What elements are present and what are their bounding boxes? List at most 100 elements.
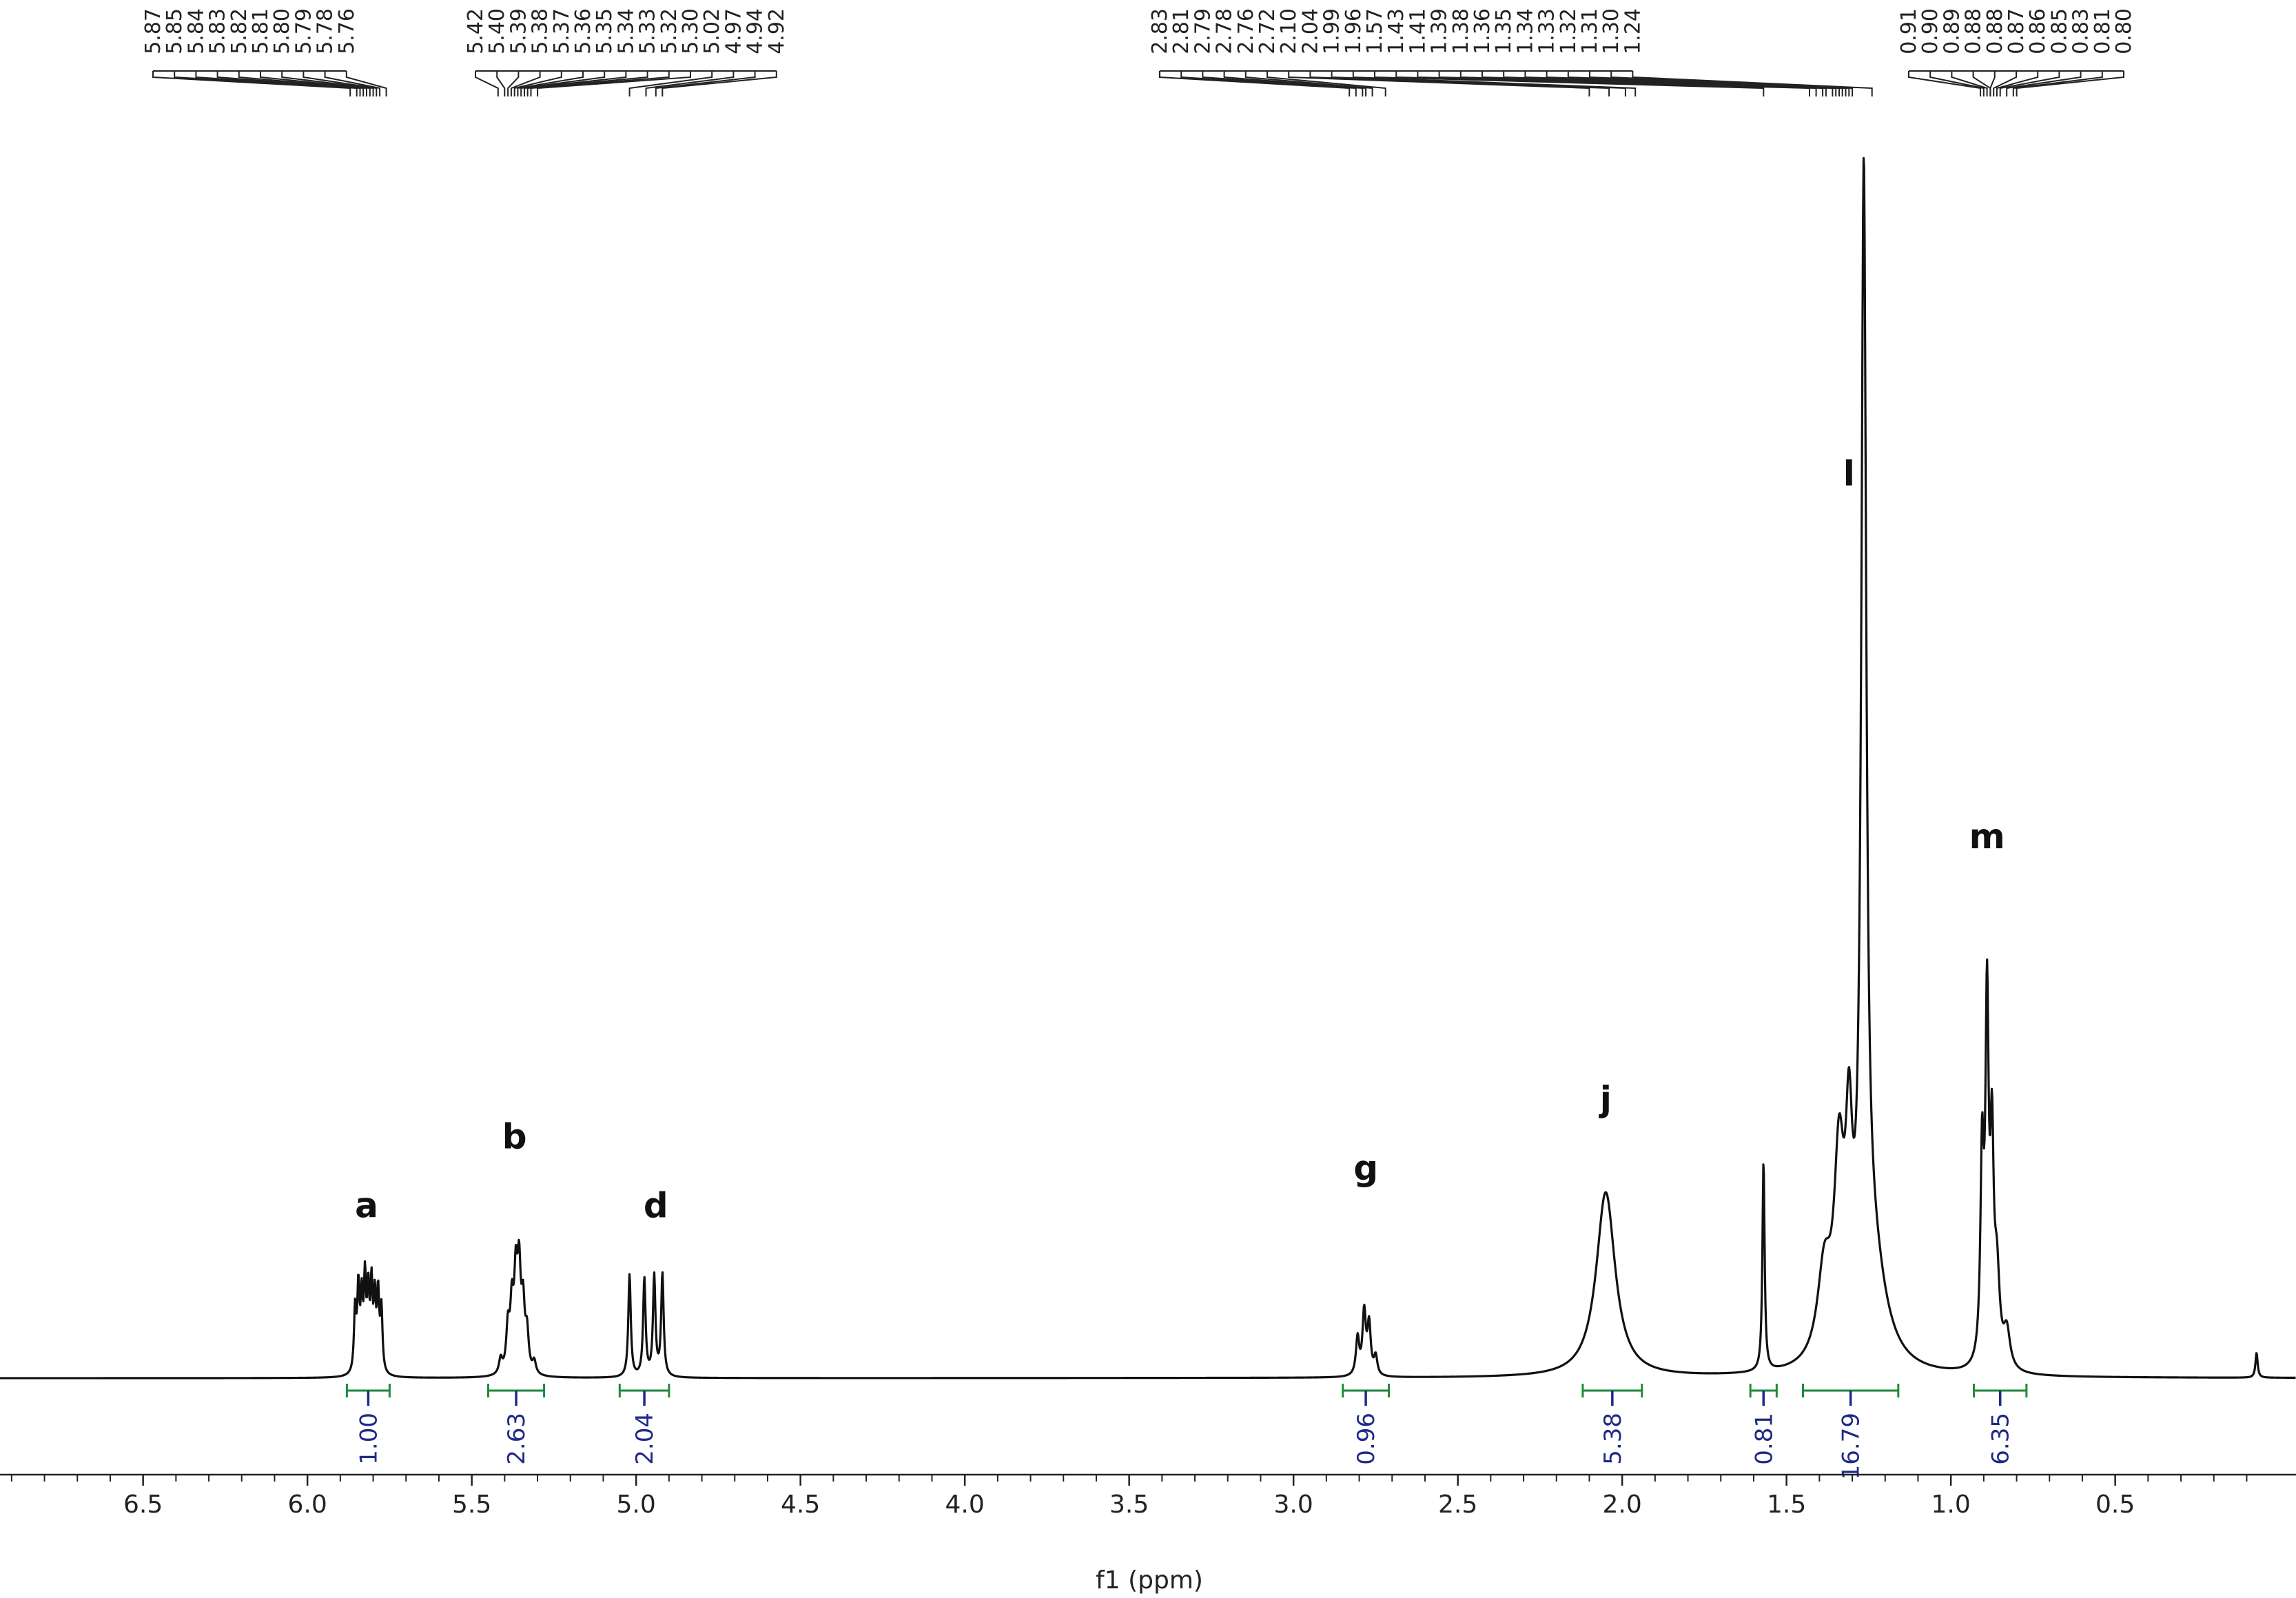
peak-label-leader [216, 71, 365, 96]
peak-label: 1.35 [1492, 8, 1516, 54]
peak-label-leader [510, 71, 541, 96]
peak-label-leader [152, 71, 351, 96]
peak-label-leader [281, 71, 374, 96]
integral-value: 2.04 [631, 1413, 659, 1465]
peak-label-leader [1972, 71, 1991, 96]
peak-label-leader [513, 71, 562, 96]
integral-region: 16.79 [1802, 1384, 1900, 1479]
integral-region: 2.04 [618, 1384, 670, 1465]
peak-label: 0.85 [2047, 8, 2071, 54]
x-tick-label: 6.0 [288, 1491, 327, 1519]
peak-label: 5.33 [636, 8, 660, 54]
assignment-label-l: l [1843, 454, 1855, 494]
integral-region: 1.00 [345, 1384, 391, 1465]
peak-label: 1.33 [1535, 8, 1559, 54]
peak-label: 5.82 [227, 8, 252, 54]
peak-label-leader [628, 71, 713, 96]
peak-label: 1.39 [1428, 8, 1452, 54]
peak-label: 2.81 [1169, 8, 1193, 54]
integral-value: 5.38 [1599, 1413, 1627, 1465]
peak-label: 5.37 [550, 8, 574, 54]
peak-label: 5.83 [206, 8, 230, 54]
peak-label: 2.76 [1234, 8, 1258, 54]
peak-label-leader [1288, 71, 1590, 96]
peak-label-leader [324, 71, 381, 96]
assignment-label-g: g [1353, 1148, 1378, 1188]
spectrum-layer [0, 156, 2296, 1380]
peak-label-leader [537, 71, 691, 96]
peak-label-leader [1180, 71, 1357, 96]
peak-label-layer: 5.875.855.845.835.825.815.805.795.785.76… [141, 8, 2136, 96]
x-tick-label: 1.5 [1767, 1491, 1806, 1519]
peak-label: 5.76 [335, 8, 359, 54]
peak-label: 0.86 [2026, 8, 2050, 54]
peak-label: 1.41 [1406, 8, 1430, 54]
peak-label: 2.10 [1277, 8, 1301, 54]
peak-label-leader [475, 71, 499, 96]
peak-label-group: 5.425.405.395.385.375.365.355.345.335.32… [464, 8, 789, 96]
peak-label: 5.84 [184, 8, 208, 54]
peak-label: 0.88 [1962, 8, 1986, 54]
x-tick-label: 1.0 [1931, 1491, 1971, 1519]
integral-value: 6.35 [1987, 1413, 2015, 1465]
peak-label-leader [496, 71, 506, 96]
x-axis: 6.5 6.0 5.5 5.0 4.5 4.0 3.5 3.0 2.5 2.0 1.5 1.0 0.5 [0, 1473, 2296, 1519]
peak-label-leader [1159, 71, 1351, 96]
peak-label: 2.78 [1213, 8, 1237, 54]
assignment-label-d: d [644, 1185, 668, 1225]
peak-label: 5.38 [529, 8, 553, 54]
x-tick-label: 3.5 [1109, 1491, 1149, 1519]
x-tick-label: 0.5 [2095, 1491, 2135, 1519]
integral-value: 1.00 [355, 1413, 382, 1465]
peak-label-leader [1202, 71, 1364, 96]
peak-label-group: 0.910.900.890.880.880.870.860.850.830.81… [1897, 8, 2136, 96]
peak-label-leader [1989, 71, 1996, 96]
peak-label-leader [526, 71, 648, 96]
peak-label: 1.36 [1470, 8, 1495, 54]
x-axis-title: f1 (ppm) [1096, 1566, 1203, 1595]
peak-label: 1.38 [1449, 8, 1473, 54]
peak-label-leader [2006, 71, 2082, 96]
peak-label-leader [2012, 71, 2103, 96]
peak-label: 5.35 [593, 8, 617, 54]
peak-label-leader [1999, 71, 2060, 96]
peak-label: 4.92 [765, 8, 789, 54]
peak-label-leader [645, 71, 735, 96]
assignment-layer: a b d g j l m [355, 454, 2005, 1226]
peak-label: 5.80 [270, 8, 294, 54]
peak-label-leader [517, 71, 584, 96]
peak-label: 0.83 [2069, 8, 2093, 54]
peak-label: 0.89 [1940, 8, 1964, 54]
peak-label: 5.39 [506, 8, 531, 54]
x-tick-label: 2.0 [1603, 1491, 1642, 1519]
x-tick-label: 3.0 [1274, 1491, 1313, 1519]
peak-label-group: 5.875.855.845.835.825.815.805.795.785.76 [141, 8, 387, 96]
peak-label: 5.85 [163, 8, 187, 54]
peak-label: 5.32 [657, 8, 681, 54]
integral-region: 5.38 [1581, 1384, 1643, 1465]
peak-label-leader [260, 71, 371, 96]
peak-label-leader [195, 71, 361, 96]
assignment-label-j: j [1599, 1079, 1612, 1119]
integral-region: 0.96 [1342, 1384, 1390, 1465]
peak-label: 1.96 [1342, 8, 1366, 54]
peak-label: 5.78 [314, 8, 338, 54]
peak-label: 5.42 [464, 8, 488, 54]
peak-label-leader [1374, 71, 1765, 96]
peak-label-group: 2.832.812.792.782.762.722.102.041.991.96… [1148, 8, 1873, 96]
assignment-label-b: b [502, 1116, 527, 1156]
integral-value: 2.63 [503, 1413, 531, 1465]
integral-value: 16.79 [1838, 1413, 1865, 1479]
peak-label: 5.87 [141, 8, 165, 54]
peak-label: 1.31 [1578, 8, 1602, 54]
peak-label: 4.97 [721, 8, 746, 54]
peak-label-leader [1610, 71, 1854, 96]
peak-label-leader [1908, 71, 1982, 96]
x-tick-label: 4.0 [945, 1491, 985, 1519]
integral-layer: 1.00 2.63 2.04 0.96 5.38 0.81 16.79 6.35 [345, 1384, 2028, 1479]
peak-label-leader [530, 71, 670, 96]
peak-label: 1.32 [1557, 8, 1581, 54]
peak-label-leader [1223, 71, 1367, 96]
peak-label: 0.87 [2005, 8, 2029, 54]
